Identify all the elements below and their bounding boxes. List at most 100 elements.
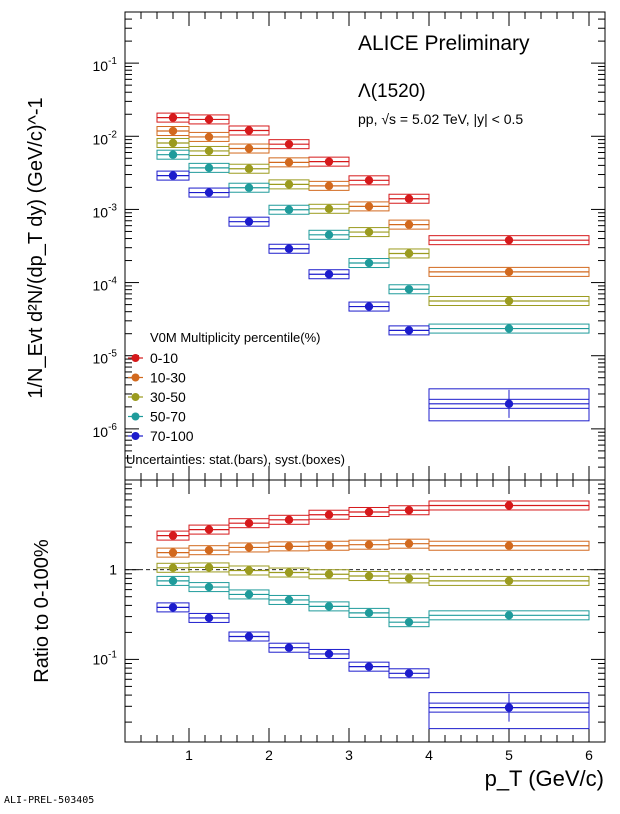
legend-title: V0M Multiplicity percentile(%) bbox=[150, 330, 321, 345]
legend-marker bbox=[131, 373, 140, 382]
ratio-y-tick-label: 10-1 bbox=[93, 649, 118, 667]
bottom-y-axis-title: Ratio to 0-100% bbox=[31, 539, 53, 683]
ratio-point bbox=[168, 603, 178, 612]
ratio-point bbox=[204, 563, 214, 572]
spectrum-point bbox=[324, 204, 334, 213]
ratio-point bbox=[284, 542, 294, 551]
ratio-point bbox=[244, 590, 254, 599]
spectrum-point bbox=[168, 126, 178, 136]
ratio-point bbox=[324, 541, 334, 550]
spectrum-point bbox=[284, 139, 294, 149]
top-y-tick-label: 10-3 bbox=[93, 202, 118, 220]
ratio-point bbox=[204, 582, 214, 592]
particle-label: Λ(1520) bbox=[358, 81, 426, 102]
spectrum-point bbox=[284, 244, 294, 253]
spectrum-point bbox=[204, 163, 214, 173]
chart-title: ALICE Preliminary bbox=[358, 32, 530, 55]
spectrum-point bbox=[364, 176, 374, 185]
spectrum-syst-box-large bbox=[428, 388, 590, 422]
ratio-point bbox=[168, 531, 178, 540]
spectrum-point bbox=[504, 296, 514, 306]
legend-label: 70-100 bbox=[150, 428, 194, 444]
spectrum-point bbox=[364, 202, 374, 211]
ratio-point bbox=[504, 611, 514, 620]
ratio-point bbox=[284, 515, 294, 525]
legend: 0-10 10-30 30-50 50-70 70-100 bbox=[128, 350, 194, 444]
top-y-axis-title: 1/N_Evt d²N/(dp_T dy) (GeV/c)^-1 bbox=[25, 97, 47, 398]
legend-marker bbox=[131, 393, 140, 401]
spectrum-point bbox=[364, 258, 374, 268]
ratio-point bbox=[244, 632, 254, 641]
ratio-point bbox=[324, 570, 334, 579]
ratio-point bbox=[364, 571, 374, 581]
top-y-tick-label: 10-4 bbox=[93, 276, 118, 294]
legend-label: 10-30 bbox=[150, 370, 186, 386]
spectrum-point bbox=[504, 267, 514, 277]
footer-ref: ALI-PREL-503405 bbox=[4, 795, 94, 806]
ratio-point bbox=[364, 662, 374, 671]
ratio-y-tick-label: 1 bbox=[109, 562, 117, 578]
ratio-point bbox=[504, 541, 514, 550]
ratio-point bbox=[204, 525, 214, 534]
spectrum-point bbox=[244, 144, 254, 153]
spectrum-point bbox=[244, 164, 254, 173]
legend-label: 0-10 bbox=[150, 350, 178, 366]
ratio-point bbox=[404, 539, 414, 548]
ratio-point bbox=[364, 507, 374, 517]
ratio-point bbox=[364, 540, 374, 549]
spectrum-point bbox=[168, 138, 178, 148]
spectrum-point bbox=[404, 249, 414, 258]
ratio-point bbox=[168, 548, 178, 557]
spectrum-point bbox=[404, 285, 414, 294]
spectrum-point bbox=[168, 150, 178, 159]
ratio-point bbox=[284, 568, 294, 577]
ratio-point bbox=[504, 576, 514, 586]
spectrum-point bbox=[324, 230, 334, 239]
ratio-point bbox=[168, 576, 178, 586]
top-y-tick-label: 10-1 bbox=[93, 56, 118, 74]
spectrum-point bbox=[284, 205, 294, 214]
ratio-point bbox=[284, 643, 294, 652]
legend-label: 30-50 bbox=[150, 389, 186, 405]
system-label: pp, √s = 5.02 TeV, |y| < 0.5 bbox=[358, 111, 523, 127]
legend-marker bbox=[131, 354, 140, 362]
ratio-point bbox=[324, 510, 334, 519]
spectrum-point bbox=[168, 113, 178, 122]
legend-marker bbox=[131, 432, 140, 440]
spectrum-point bbox=[404, 326, 414, 335]
ratio-point bbox=[404, 574, 414, 583]
x-tick-label: 3 bbox=[345, 747, 353, 763]
ratio-point bbox=[404, 617, 414, 627]
ratio-point bbox=[364, 608, 374, 618]
spectrum-point bbox=[284, 158, 294, 167]
spectrum-point bbox=[204, 132, 214, 142]
ratio-point bbox=[204, 545, 214, 555]
top-y-tick-label: 10-6 bbox=[93, 422, 118, 440]
spectrum-point bbox=[244, 217, 254, 226]
legend-note: Uncertainties: stat.(bars), syst.(boxes) bbox=[126, 452, 345, 467]
ratio-point bbox=[324, 602, 334, 611]
x-tick-label: 1 bbox=[185, 747, 193, 763]
spectrum-point bbox=[404, 194, 414, 203]
ratio-point bbox=[168, 563, 178, 573]
spectrum-point bbox=[284, 180, 294, 189]
spectrum-point bbox=[404, 220, 414, 229]
x-tick-label: 4 bbox=[425, 747, 433, 763]
ratio-point bbox=[404, 669, 414, 678]
spectrum-point bbox=[504, 235, 514, 245]
spectrum-point bbox=[244, 183, 254, 192]
ratio-point bbox=[244, 518, 254, 528]
spectrum-point bbox=[324, 270, 334, 279]
ratio-point bbox=[324, 649, 334, 659]
ratio-point bbox=[284, 595, 294, 605]
x-tick-label: 2 bbox=[265, 747, 273, 763]
x-tick-label: 5 bbox=[505, 747, 513, 763]
x-tick-label: 6 bbox=[585, 747, 593, 763]
spectrum-point bbox=[364, 302, 374, 311]
ratio-syst-box-large bbox=[428, 692, 590, 730]
ratio-point bbox=[204, 613, 214, 623]
ratio-point bbox=[404, 506, 414, 515]
spectrum-point bbox=[504, 324, 514, 333]
ratio-point bbox=[504, 501, 514, 510]
